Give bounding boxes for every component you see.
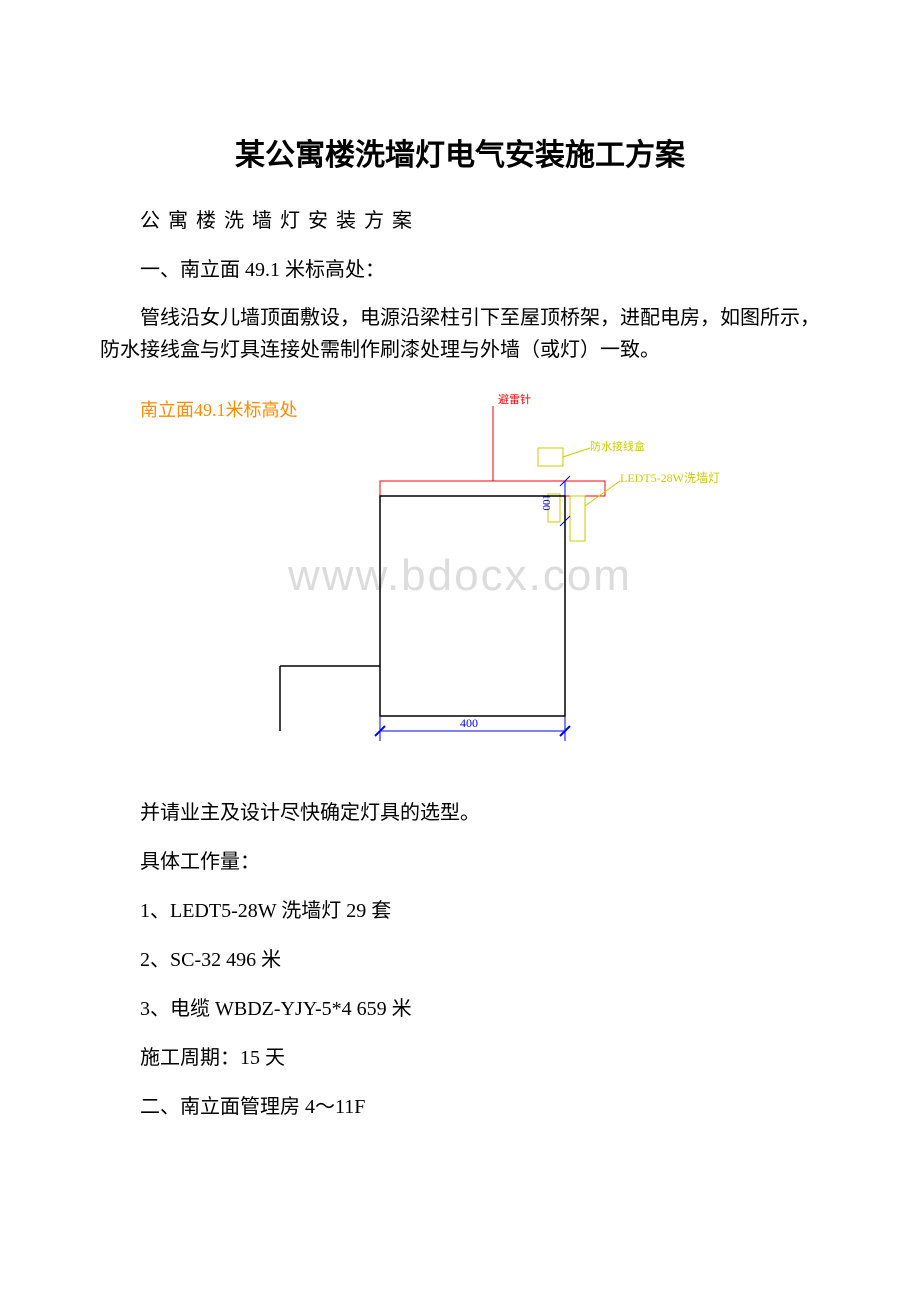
diagram-svg [100, 386, 820, 766]
duration-text: 施工周期：15 天 [100, 1041, 820, 1070]
diagram-title-label: 南立面49.1米标高处 [140, 396, 298, 422]
workload-item-2: 2、SC-32 496 米 [100, 943, 820, 972]
wiring-diagram: www.bdocx.com [100, 386, 820, 766]
document-title: 某公寓楼洗墙灯电气安装施工方案 [100, 130, 820, 174]
document-subtitle: 公寓楼洗墙灯安装方案 [100, 204, 820, 233]
led-light-label: LEDT5-28W洗墙灯 [620, 469, 720, 486]
junction-box-label: 防水接线盒 [590, 438, 645, 454]
workload-item-1: 1、LEDT5-28W 洗墙灯 29 套 [100, 894, 820, 923]
workload-label: 具体工作量： [100, 845, 820, 874]
section-1-paragraph: 管线沿女儿墙顶面敷设，电源沿梁柱引下至屋顶桥架，进配电房，如图所示，防水接线盒与… [100, 302, 820, 366]
dimension-height: 100 [540, 494, 552, 511]
dimension-width: 400 [460, 716, 478, 731]
after-diagram-text: 并请业主及设计尽快确定灯具的选型。 [100, 796, 820, 825]
lightning-rod-label: 避雷针 [498, 391, 531, 407]
workload-item-3: 3、电缆 WBDZ-YJY-5*4 659 米 [100, 992, 820, 1021]
section-1-heading: 一、南立面 49.1 米标高处： [100, 253, 820, 282]
section-2-heading: 二、南立面管理房 4～11F [100, 1090, 820, 1119]
